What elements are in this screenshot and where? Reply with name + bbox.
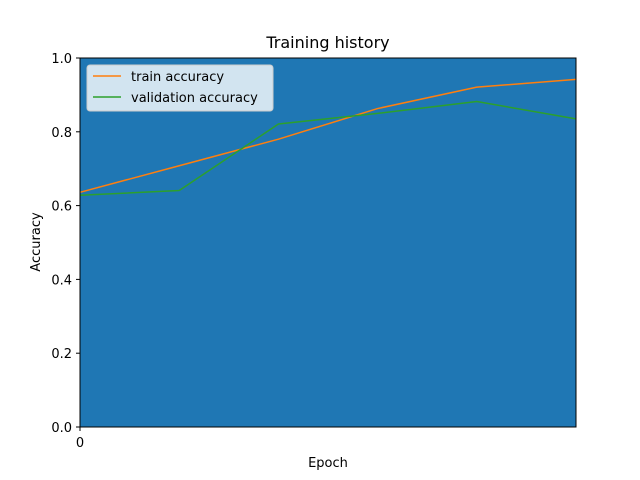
y-axis-label: Accuracy bbox=[29, 212, 44, 272]
plot-area bbox=[80, 58, 576, 427]
y-tick-label: 0.4 bbox=[51, 273, 72, 288]
x-axis-label: Epoch bbox=[308, 456, 348, 471]
chart-title: Training history bbox=[265, 33, 389, 52]
series-line-validation-accuracy bbox=[79, 100, 577, 197]
y-tick-label: 0.8 bbox=[51, 126, 72, 141]
y-axis-ticks: 0.0 0.2 0.4 0.6 0.8 1.0 bbox=[51, 52, 80, 436]
y-tick-label: 1.0 bbox=[51, 52, 72, 67]
y-tick-label: 0.6 bbox=[51, 200, 72, 215]
legend-label-validation-accuracy: validation accuracy bbox=[131, 91, 258, 106]
x-axis-ticks: 0 bbox=[76, 427, 84, 451]
plot-frame bbox=[79, 57, 577, 428]
series-line-train-accuracy bbox=[79, 78, 577, 194]
series-lines bbox=[79, 78, 577, 197]
legend-label-train-accuracy: train accuracy bbox=[131, 70, 224, 85]
legend: train accuracy validation accuracy bbox=[86, 64, 274, 112]
y-tick-label: 0.0 bbox=[51, 421, 72, 436]
x-tick-label: 0 bbox=[76, 436, 84, 451]
y-tick-label: 0.2 bbox=[51, 347, 72, 362]
legend-box bbox=[86, 64, 274, 112]
